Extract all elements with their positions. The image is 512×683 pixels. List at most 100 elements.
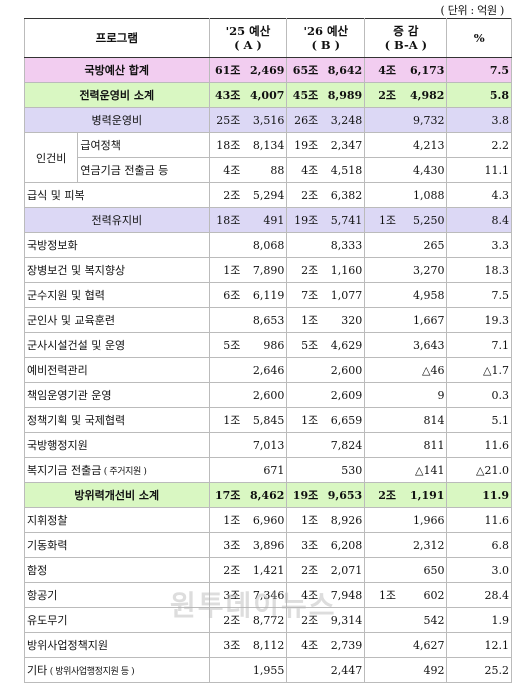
col-diff-ok: 4,430 [398, 157, 448, 183]
col-b-ok: 1,077 [320, 282, 366, 308]
col-a-ok: 8,462 [242, 482, 288, 508]
col-diff-ok: 4,982 [398, 82, 448, 108]
col-b-ok: 5,741 [320, 207, 366, 233]
col-pct: 11.6 [446, 507, 512, 533]
col-b-ok: 9,314 [320, 607, 366, 633]
col-diff-jo [364, 332, 399, 358]
col-b-jo: 19조 [286, 207, 321, 233]
col-a-jo [208, 357, 243, 383]
col-a-jo: 18조 [208, 132, 243, 158]
col-diff-jo: 4조 [364, 57, 399, 83]
col-b-jo: 65조 [286, 57, 321, 83]
col-a-ok: 8,134 [242, 132, 288, 158]
row-label: 함정 [24, 557, 210, 583]
table-row: 예비전력관리 2,646 2,600 △46 △1.7 [24, 357, 512, 383]
col-b-jo: 4조 [286, 632, 321, 658]
col-diff-ok: 3,270 [398, 257, 448, 283]
col-pct: △1.7 [446, 357, 512, 383]
col-a-ok: 7,890 [242, 257, 288, 283]
row-label: 급식 및 피복 [24, 182, 210, 208]
col-a-ok: 6,119 [242, 282, 288, 308]
col-diff-ok: 9 [398, 382, 448, 408]
col-b-ok: 2,071 [320, 557, 366, 583]
col-diff-ok: 650 [398, 557, 448, 583]
col-b-ok: 3,248 [320, 107, 366, 133]
col-pct: 11.9 [446, 482, 512, 508]
header-col-a: '25 예산( A ) [208, 18, 288, 58]
header-col-b: '26 예산( B ) [286, 18, 366, 58]
col-a-jo: 3조 [208, 632, 243, 658]
col-diff-ok: 1,667 [398, 307, 448, 333]
col-b-jo: 2조 [286, 257, 321, 283]
col-a-jo: 5조 [208, 332, 243, 358]
col-pct: 19.3 [446, 307, 512, 333]
table-row: 방위사업정책지원 3조 8,112 4조 2,739 4,627 12.1 [24, 632, 512, 658]
header-program: 프로그램 [24, 18, 210, 58]
col-diff-jo [364, 307, 399, 333]
col-b-jo [286, 232, 321, 258]
col-a-jo [208, 307, 243, 333]
col-b-jo: 2조 [286, 557, 321, 583]
col-b-jo: 4조 [286, 157, 321, 183]
col-pct: 18.3 [446, 257, 512, 283]
table-row: 군인사 및 교육훈련 8,653 1조 320 1,667 19.3 [24, 307, 512, 333]
col-a-ok: 4,007 [242, 82, 288, 108]
col-b-jo [286, 357, 321, 383]
col-diff-ok: 811 [398, 432, 448, 458]
col-b-ok: 8,333 [320, 232, 366, 258]
col-a-jo: 17조 [208, 482, 243, 508]
table-row: 병력운영비 25조 3,516 26조 3,248 9,732 3.8 [24, 107, 512, 133]
col-diff-jo [364, 182, 399, 208]
col-diff-ok: △46 [398, 357, 448, 383]
col-diff-jo: 1조 [364, 207, 399, 233]
header-row: 프로그램 '25 예산( A ) '26 예산( B ) 증 감( B-A ) … [24, 18, 512, 58]
col-a-ok: 6,960 [242, 507, 288, 533]
col-diff-jo [364, 282, 399, 308]
header-col-pct: % [446, 18, 512, 58]
unit-note: ( 단위 : 억원 ) [440, 4, 505, 17]
col-b-jo [286, 457, 321, 483]
col-a-ok: 8,112 [242, 632, 288, 658]
col-pct: 7.5 [446, 57, 512, 83]
col-diff-ok: 1,966 [398, 507, 448, 533]
row-label: 국방정보화 [24, 232, 210, 258]
col-diff-jo [364, 532, 399, 558]
col-a-jo: 43조 [208, 82, 243, 108]
col-b-jo [286, 432, 321, 458]
row-label: 전력운영비 소계 [24, 82, 210, 108]
group-label-personnel: 인건비 [23, 132, 79, 183]
col-diff-ok: 265 [398, 232, 448, 258]
col-a-jo: 3조 [208, 582, 243, 608]
col-b-ok: 530 [320, 457, 366, 483]
col-diff-jo [364, 257, 399, 283]
header-col-diff: 증 감( B-A ) [364, 18, 448, 58]
col-b-jo: 7조 [286, 282, 321, 308]
col-pct: 28.4 [446, 582, 512, 608]
col-b-ok: 1,160 [320, 257, 366, 283]
col-a-ok: 2,646 [242, 357, 288, 383]
col-a-jo: 2조 [208, 607, 243, 633]
col-b-jo: 5조 [286, 332, 321, 358]
row-label: 국방행정지원 [24, 432, 210, 458]
col-diff-ok: 3,643 [398, 332, 448, 358]
row-label: 급여정책 [77, 132, 210, 158]
col-diff-ok: 6,173 [398, 57, 448, 83]
table-row: 연금기금 전출금 등 4조 88 4조 4,518 4,430 11.1 [25, 157, 512, 183]
col-diff-jo [364, 357, 399, 383]
col-a-jo: 6조 [208, 282, 243, 308]
col-b-ok: 2,447 [320, 657, 366, 683]
col-pct: 4.3 [446, 182, 512, 208]
col-b-ok: 9,653 [320, 482, 366, 508]
col-b-jo [286, 382, 321, 408]
row-label: 병력운영비 [24, 107, 210, 133]
col-diff-jo: 1조 [364, 582, 399, 608]
row-label: 항공기 [24, 582, 210, 608]
col-b-ok: 2,600 [320, 357, 366, 383]
col-pct: △21.0 [446, 457, 512, 483]
col-diff-jo [364, 507, 399, 533]
col-diff-jo: 2조 [364, 82, 399, 108]
col-a-ok: 8,772 [242, 607, 288, 633]
table-row: 방위력개선비 소계 17조 8,462 19조 9,653 2조 1,191 11.9 [24, 482, 512, 508]
col-pct: 8.4 [446, 207, 512, 233]
col-b-ok: 6,382 [320, 182, 366, 208]
